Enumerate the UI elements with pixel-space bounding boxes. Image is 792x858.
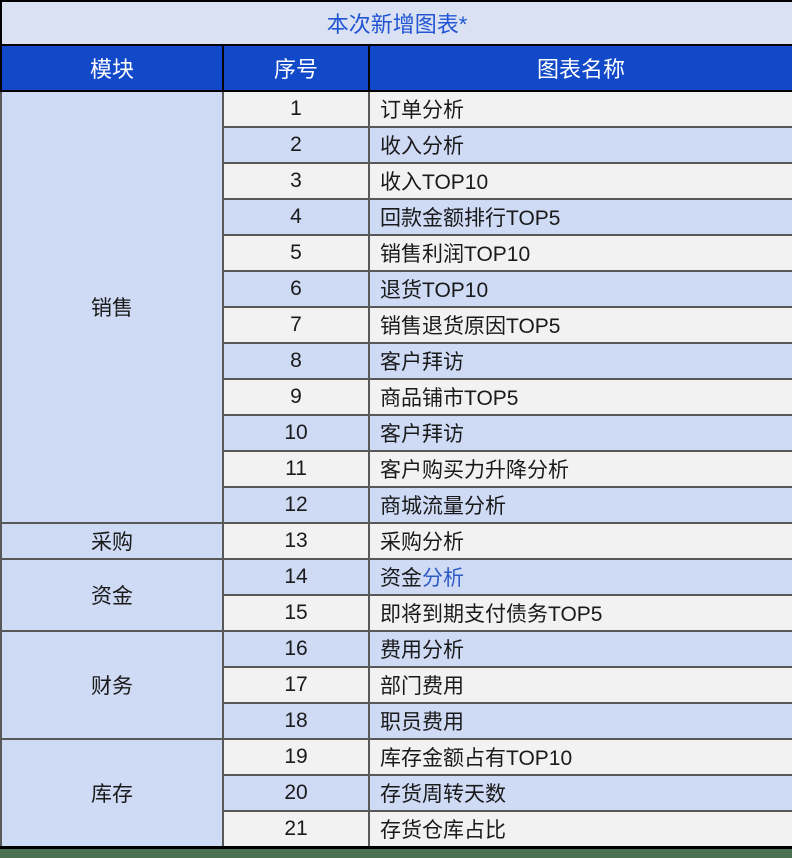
table-title: 本次新增图表* [1,1,792,46]
chart-name: 即将到期支付债务TOP5 [367,594,792,632]
module-cell-sales: 销售 [0,90,224,524]
title-row: 本次新增图表* [1,1,792,46]
row-number: 13 [222,522,370,560]
row-number: 10 [222,414,370,452]
table-row: 3 收入TOP10 [1,162,792,200]
chart-name: 订单分析 [367,90,792,128]
table-row: 5 销售利润TOP10 [1,234,792,272]
chart-name: 退货TOP10 [367,270,792,308]
chart-name: 资金分析 [367,558,792,596]
row-number: 2 [222,126,370,164]
table-row: 12 商城流量分析 [1,486,792,524]
row-number: 12 [222,486,370,524]
chart-name: 回款金额排行TOP5 [367,198,792,236]
table-row: 财务 16 费用分析 [0,630,792,740]
table-row: 21 存货仓库占比 [1,810,792,848]
chart-name: 商城流量分析 [367,486,792,524]
table-row: 采购 13 采购分析 [0,522,792,560]
row-number: 15 [222,594,370,632]
chart-name: 部门费用 [367,666,792,704]
row-number: 3 [222,162,370,200]
header-module: 模块 [0,44,224,92]
chart-name: 存货周转天数 [367,774,792,812]
table-row: 10 客户拜访 [1,414,792,452]
row-number: 17 [222,666,370,704]
chart-name: 职员费用 [367,702,792,740]
module-cell-funds: 资金 [0,558,224,632]
chart-name: 销售利润TOP10 [367,234,792,272]
table-row: 4 回款金额排行TOP5 [1,198,792,236]
chart-name: 存货仓库占比 [367,810,792,848]
chart-name-part-plain: 资金 [380,567,422,590]
table-row: 库存 19 库存金额占有TOP10 [0,738,792,848]
table-row: 7 销售退货原因TOP5 [1,306,792,344]
row-number: 21 [222,810,370,848]
header-index: 序号 [222,44,370,92]
row-number: 20 [222,774,370,812]
row-number: 14 [222,558,370,596]
table-row: 8 客户拜访 [1,342,792,380]
chart-name: 收入分析 [367,126,792,164]
table-row: 18 职员费用 [1,702,792,740]
row-number: 7 [222,306,370,344]
chart-name: 收入TOP10 [367,162,792,200]
table-row: 资金 14 资金分析 [0,558,792,632]
row-number: 1 [222,90,370,128]
table-row: 11 客户购买力升降分析 [1,450,792,488]
chart-name: 销售退货原因TOP5 [367,306,792,344]
row-number: 4 [222,198,370,236]
row-number: 19 [222,738,370,776]
header-chart-name: 图表名称 [367,44,792,92]
module-cell-inventory: 库存 [0,738,224,848]
header-row: 模块 序号 图表名称 [0,44,792,92]
row-number: 16 [222,630,370,668]
chart-name: 客户拜访 [367,342,792,380]
table-row: 2 收入分析 [1,126,792,164]
table-row: 9 商品铺市TOP5 [1,378,792,416]
row-number: 11 [222,450,370,488]
table-row: 销售 1 订单分析 [0,90,792,524]
module-cell-purchase: 采购 [0,522,224,560]
row-number: 8 [222,342,370,380]
bottom-accent-bar [0,848,792,858]
table-row: 15 即将到期支付债务TOP5 [1,594,792,632]
chart-name: 采购分析 [367,522,792,560]
table-row: 6 退货TOP10 [1,270,792,308]
module-cell-finance: 财务 [0,630,224,740]
chart-name: 费用分析 [367,630,792,668]
table-row: 20 存货周转天数 [1,774,792,812]
row-number: 6 [222,270,370,308]
chart-name-part-link: 分析 [422,567,464,590]
row-number: 5 [222,234,370,272]
row-number: 18 [222,702,370,740]
row-number: 9 [222,378,370,416]
chart-name: 商品铺市TOP5 [367,378,792,416]
table-row: 17 部门费用 [1,666,792,704]
chart-name: 库存金额占有TOP10 [367,738,792,776]
chart-name: 客户购买力升降分析 [367,450,792,488]
chart-name: 客户拜访 [367,414,792,452]
